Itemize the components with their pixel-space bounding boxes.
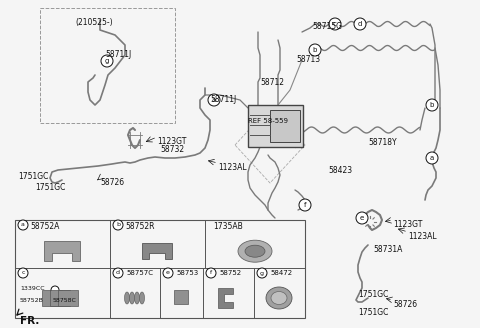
Circle shape [51,286,59,294]
Text: 58752B: 58752B [20,298,44,303]
Polygon shape [44,241,80,261]
Circle shape [163,268,173,278]
Text: g: g [260,271,264,276]
Text: 58726: 58726 [393,300,417,309]
Text: (210525-): (210525-) [75,18,113,27]
Ellipse shape [271,292,287,304]
Text: 1123GT: 1123GT [393,220,422,229]
Polygon shape [218,288,233,308]
Text: d: d [358,21,362,27]
Circle shape [113,220,123,230]
Circle shape [309,44,321,56]
Text: 58472: 58472 [270,270,292,276]
Bar [50,290,70,306]
Bar [42,290,62,306]
Circle shape [329,18,341,30]
Text: 58752R: 58752R [125,222,155,231]
Circle shape [299,199,311,211]
Text: 58712: 58712 [260,78,284,87]
Text: REF 58-559: REF 58-559 [248,118,288,124]
Text: 1735AB: 1735AB [213,222,243,231]
Ellipse shape [266,287,292,309]
Text: 1751GC: 1751GC [358,308,388,317]
Ellipse shape [140,292,144,304]
Circle shape [113,268,123,278]
Ellipse shape [245,245,265,257]
Bar [174,290,188,304]
Text: a: a [21,222,25,228]
Ellipse shape [124,292,130,304]
Text: b: b [116,222,120,228]
Text: 58758C: 58758C [53,298,77,303]
Ellipse shape [134,292,140,304]
Text: 58718Y: 58718Y [368,138,396,147]
Text: 1123AL: 1123AL [218,163,247,172]
Circle shape [101,55,113,67]
Text: 58757C: 58757C [126,270,153,276]
Circle shape [426,99,438,111]
Text: 58423: 58423 [328,166,352,175]
Circle shape [354,18,366,30]
Text: 1339CC: 1339CC [20,286,45,291]
Text: 1123GT: 1123GT [157,137,186,146]
Text: c: c [21,271,25,276]
Text: 58732: 58732 [160,145,184,154]
Text: b: b [430,102,434,108]
Text: g: g [105,58,109,64]
Text: 58731A: 58731A [373,245,402,254]
Text: 58753: 58753 [176,270,198,276]
Circle shape [426,152,438,164]
Text: FR.: FR. [20,316,39,326]
Text: b: b [313,47,317,53]
Text: f: f [210,271,212,276]
Text: f: f [304,202,306,208]
Text: 58711J: 58711J [210,95,236,104]
Polygon shape [142,243,172,259]
Bar [40,8,175,123]
Ellipse shape [130,292,134,304]
Bar [15,220,305,318]
Text: e: e [360,215,364,221]
Circle shape [208,94,220,106]
Text: e: e [166,271,170,276]
Text: 58715G: 58715G [312,22,342,31]
Circle shape [18,268,28,278]
Bar [248,105,303,147]
Text: a: a [430,155,434,161]
Text: c: c [333,21,337,27]
Bar [58,290,78,306]
Circle shape [257,268,267,278]
Text: d: d [116,271,120,276]
Text: 1751GC: 1751GC [35,183,65,192]
Circle shape [18,220,28,230]
Ellipse shape [238,240,272,262]
Text: 1751GC: 1751GC [358,290,388,299]
Text: 58726: 58726 [100,178,124,187]
Text: 58752: 58752 [219,270,241,276]
Text: 58752A: 58752A [30,222,60,231]
Bar [270,110,300,142]
Circle shape [206,268,216,278]
Text: 58711J: 58711J [105,50,131,59]
Text: a: a [212,97,216,103]
Circle shape [356,212,368,224]
Text: 58713: 58713 [296,55,320,64]
Text: 1751GC: 1751GC [18,172,48,181]
Text: 1123AL: 1123AL [408,232,437,241]
